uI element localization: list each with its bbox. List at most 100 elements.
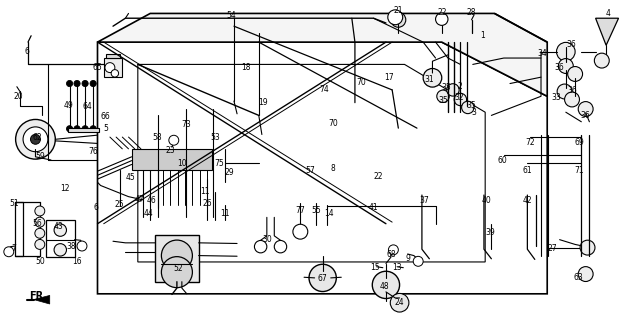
Text: 29: 29: [225, 168, 234, 177]
Text: 26: 26: [202, 198, 212, 207]
Text: 43: 43: [54, 222, 64, 231]
Circle shape: [161, 240, 193, 271]
Text: 36: 36: [554, 63, 564, 72]
Text: 7: 7: [11, 244, 16, 253]
Text: 13: 13: [392, 263, 402, 272]
Text: 57: 57: [305, 166, 315, 175]
Circle shape: [82, 126, 88, 132]
Text: 21: 21: [394, 6, 403, 15]
Text: 6: 6: [25, 47, 30, 56]
Text: 5: 5: [103, 124, 108, 133]
Text: 27: 27: [548, 244, 557, 253]
Text: FR.: FR.: [29, 292, 47, 301]
Text: 22: 22: [437, 8, 447, 17]
Text: 51: 51: [9, 199, 19, 208]
Circle shape: [373, 271, 399, 299]
Circle shape: [556, 42, 575, 61]
Text: 11: 11: [220, 209, 229, 218]
Text: 42: 42: [523, 196, 532, 205]
Circle shape: [293, 224, 308, 239]
Text: 18: 18: [242, 63, 251, 72]
Text: 35: 35: [442, 83, 452, 92]
Circle shape: [35, 206, 45, 216]
Circle shape: [35, 228, 45, 238]
Circle shape: [105, 63, 115, 73]
Circle shape: [54, 244, 67, 256]
Circle shape: [557, 84, 572, 99]
Text: 55: 55: [312, 206, 321, 215]
Polygon shape: [131, 149, 212, 170]
Circle shape: [423, 68, 442, 87]
Circle shape: [74, 80, 80, 87]
Circle shape: [35, 217, 45, 227]
Text: 66: 66: [101, 112, 110, 121]
Text: 25: 25: [115, 200, 124, 209]
Text: 58: 58: [153, 132, 163, 141]
Circle shape: [54, 224, 67, 236]
Text: 75: 75: [215, 159, 224, 168]
Circle shape: [437, 90, 449, 102]
Text: 64: 64: [82, 102, 92, 111]
Text: 3: 3: [472, 108, 477, 117]
Circle shape: [447, 84, 459, 96]
Text: 72: 72: [525, 138, 535, 147]
Circle shape: [568, 67, 583, 81]
Text: 62: 62: [32, 132, 42, 141]
Circle shape: [74, 126, 80, 132]
Text: 68: 68: [386, 251, 396, 260]
Text: 33: 33: [551, 93, 561, 102]
Text: 74: 74: [319, 85, 329, 94]
Circle shape: [390, 293, 409, 312]
Text: 49: 49: [64, 101, 74, 110]
Text: 12: 12: [60, 184, 69, 193]
Text: 59: 59: [35, 152, 45, 161]
Circle shape: [391, 12, 406, 27]
Text: 23: 23: [165, 146, 175, 155]
Text: 9: 9: [405, 254, 410, 263]
Text: 35: 35: [438, 96, 448, 105]
Text: 44: 44: [144, 209, 154, 218]
Text: 10: 10: [178, 159, 188, 168]
Text: 54: 54: [226, 11, 235, 20]
Text: 4: 4: [606, 9, 611, 18]
Polygon shape: [97, 42, 547, 294]
Polygon shape: [69, 128, 99, 132]
Text: 40: 40: [482, 196, 492, 205]
Text: 61: 61: [523, 166, 532, 175]
Text: 17: 17: [384, 73, 394, 82]
Text: 60: 60: [498, 156, 507, 165]
Circle shape: [309, 264, 336, 292]
Text: 53: 53: [211, 132, 220, 141]
Circle shape: [77, 241, 87, 251]
Text: 36: 36: [567, 86, 577, 95]
Text: 50: 50: [35, 257, 45, 266]
Circle shape: [388, 10, 402, 25]
Circle shape: [23, 127, 48, 152]
Polygon shape: [105, 54, 120, 58]
Circle shape: [90, 80, 97, 87]
Text: 70: 70: [356, 78, 366, 87]
Text: 28: 28: [467, 8, 477, 17]
Circle shape: [82, 80, 88, 87]
Text: 39: 39: [485, 228, 495, 237]
Text: 67: 67: [318, 274, 328, 283]
Text: 34: 34: [538, 49, 547, 58]
Text: 38: 38: [66, 242, 75, 251]
Text: 47: 47: [134, 195, 144, 204]
Text: 71: 71: [574, 166, 584, 175]
Text: 70: 70: [328, 119, 338, 128]
Circle shape: [16, 119, 55, 159]
Circle shape: [564, 92, 579, 107]
Text: 11: 11: [200, 187, 209, 196]
Circle shape: [454, 93, 467, 106]
Text: 48: 48: [380, 282, 389, 291]
Text: 20: 20: [14, 92, 24, 101]
Circle shape: [169, 135, 179, 145]
Text: 45: 45: [125, 173, 135, 182]
Circle shape: [90, 126, 97, 132]
Text: 77: 77: [295, 206, 305, 215]
Text: 6: 6: [93, 203, 98, 212]
Text: 35: 35: [467, 101, 477, 110]
Text: 14: 14: [324, 209, 334, 218]
Text: 16: 16: [72, 257, 82, 266]
